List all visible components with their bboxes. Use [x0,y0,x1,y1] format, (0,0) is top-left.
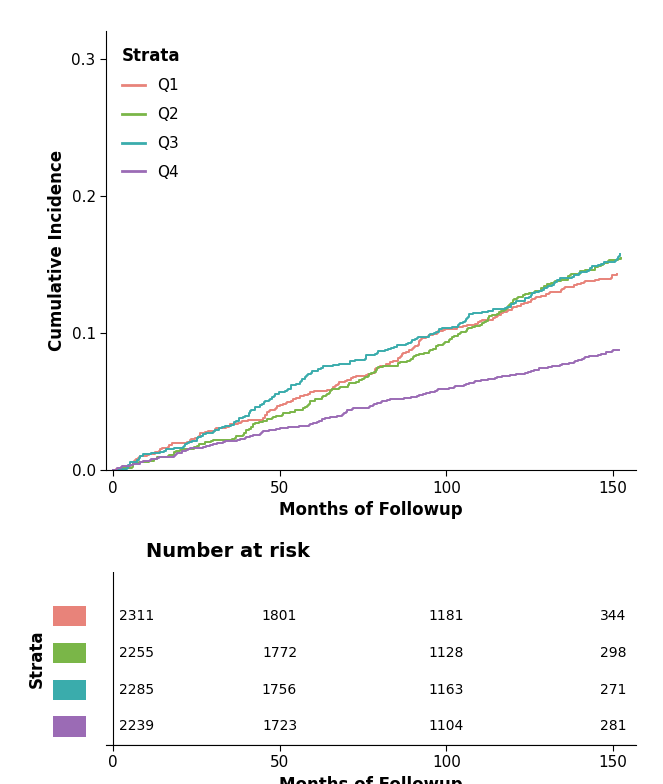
Q2 [426,346,434,355]
Bar [52,643,86,663]
Q3 [109,466,117,475]
Text: 1181: 1181 [428,609,464,623]
Q3 [387,343,395,353]
Q3 [586,263,594,273]
Bar [52,606,86,626]
Line: Q1: Q1 [113,274,617,470]
X-axis label: Months of Followup: Months of Followup [280,502,463,519]
Q3 [199,430,207,439]
Q1 [560,283,568,292]
Text: Strata: Strata [28,630,46,688]
Text: 2311: 2311 [119,609,154,623]
Q2 [239,430,247,440]
Bar [52,680,86,700]
Text: 1128: 1128 [429,646,464,660]
Q3 [156,447,164,456]
Text: 1801: 1801 [262,609,297,623]
Q3 [133,456,141,465]
Q2 [617,253,625,263]
Text: 1756: 1756 [262,683,297,697]
Text: Number at risk: Number at risk [146,542,310,561]
Q2 [575,267,583,277]
Q1 [131,457,139,466]
Line: Q2: Q2 [113,258,621,470]
Q3 [616,249,624,258]
Q4 [265,426,273,435]
Q2 [312,395,320,405]
Text: 1163: 1163 [429,683,464,697]
Q4 [580,354,588,363]
Text: 2239: 2239 [119,720,154,734]
Q1 [394,354,402,364]
Legend: Q1, Q2, Q3, Q4: Q1, Q2, Q3, Q4 [114,39,188,187]
Q3 [267,394,274,403]
Text: 271: 271 [600,683,627,697]
Text: 1104: 1104 [429,720,464,734]
Text: 281: 281 [600,720,627,734]
Text: 1723: 1723 [262,720,297,734]
Q2 [170,448,178,457]
Q1 [109,466,117,475]
Q4 [126,460,134,470]
Q1 [613,270,621,279]
Q4 [377,397,385,407]
Text: 1772: 1772 [262,646,297,660]
Y-axis label: Cumulative Incidence: Cumulative Incidence [48,151,66,351]
Q4 [182,445,190,455]
Q4 [109,466,117,475]
Q2 [145,456,152,466]
Line: Q3: Q3 [113,253,620,470]
Q1 [192,434,200,443]
Q2 [109,466,117,475]
Line: Q4: Q4 [113,350,619,470]
X-axis label: Months of Followup: Months of Followup [280,776,463,784]
Text: 2285: 2285 [119,683,154,697]
Bar [52,717,86,736]
Q4 [615,345,623,354]
Q1 [276,401,284,410]
Text: 344: 344 [600,609,627,623]
Q1 [145,449,153,459]
Text: 2255: 2255 [119,646,154,660]
Text: 298: 298 [600,646,627,660]
Q4 [146,456,154,465]
